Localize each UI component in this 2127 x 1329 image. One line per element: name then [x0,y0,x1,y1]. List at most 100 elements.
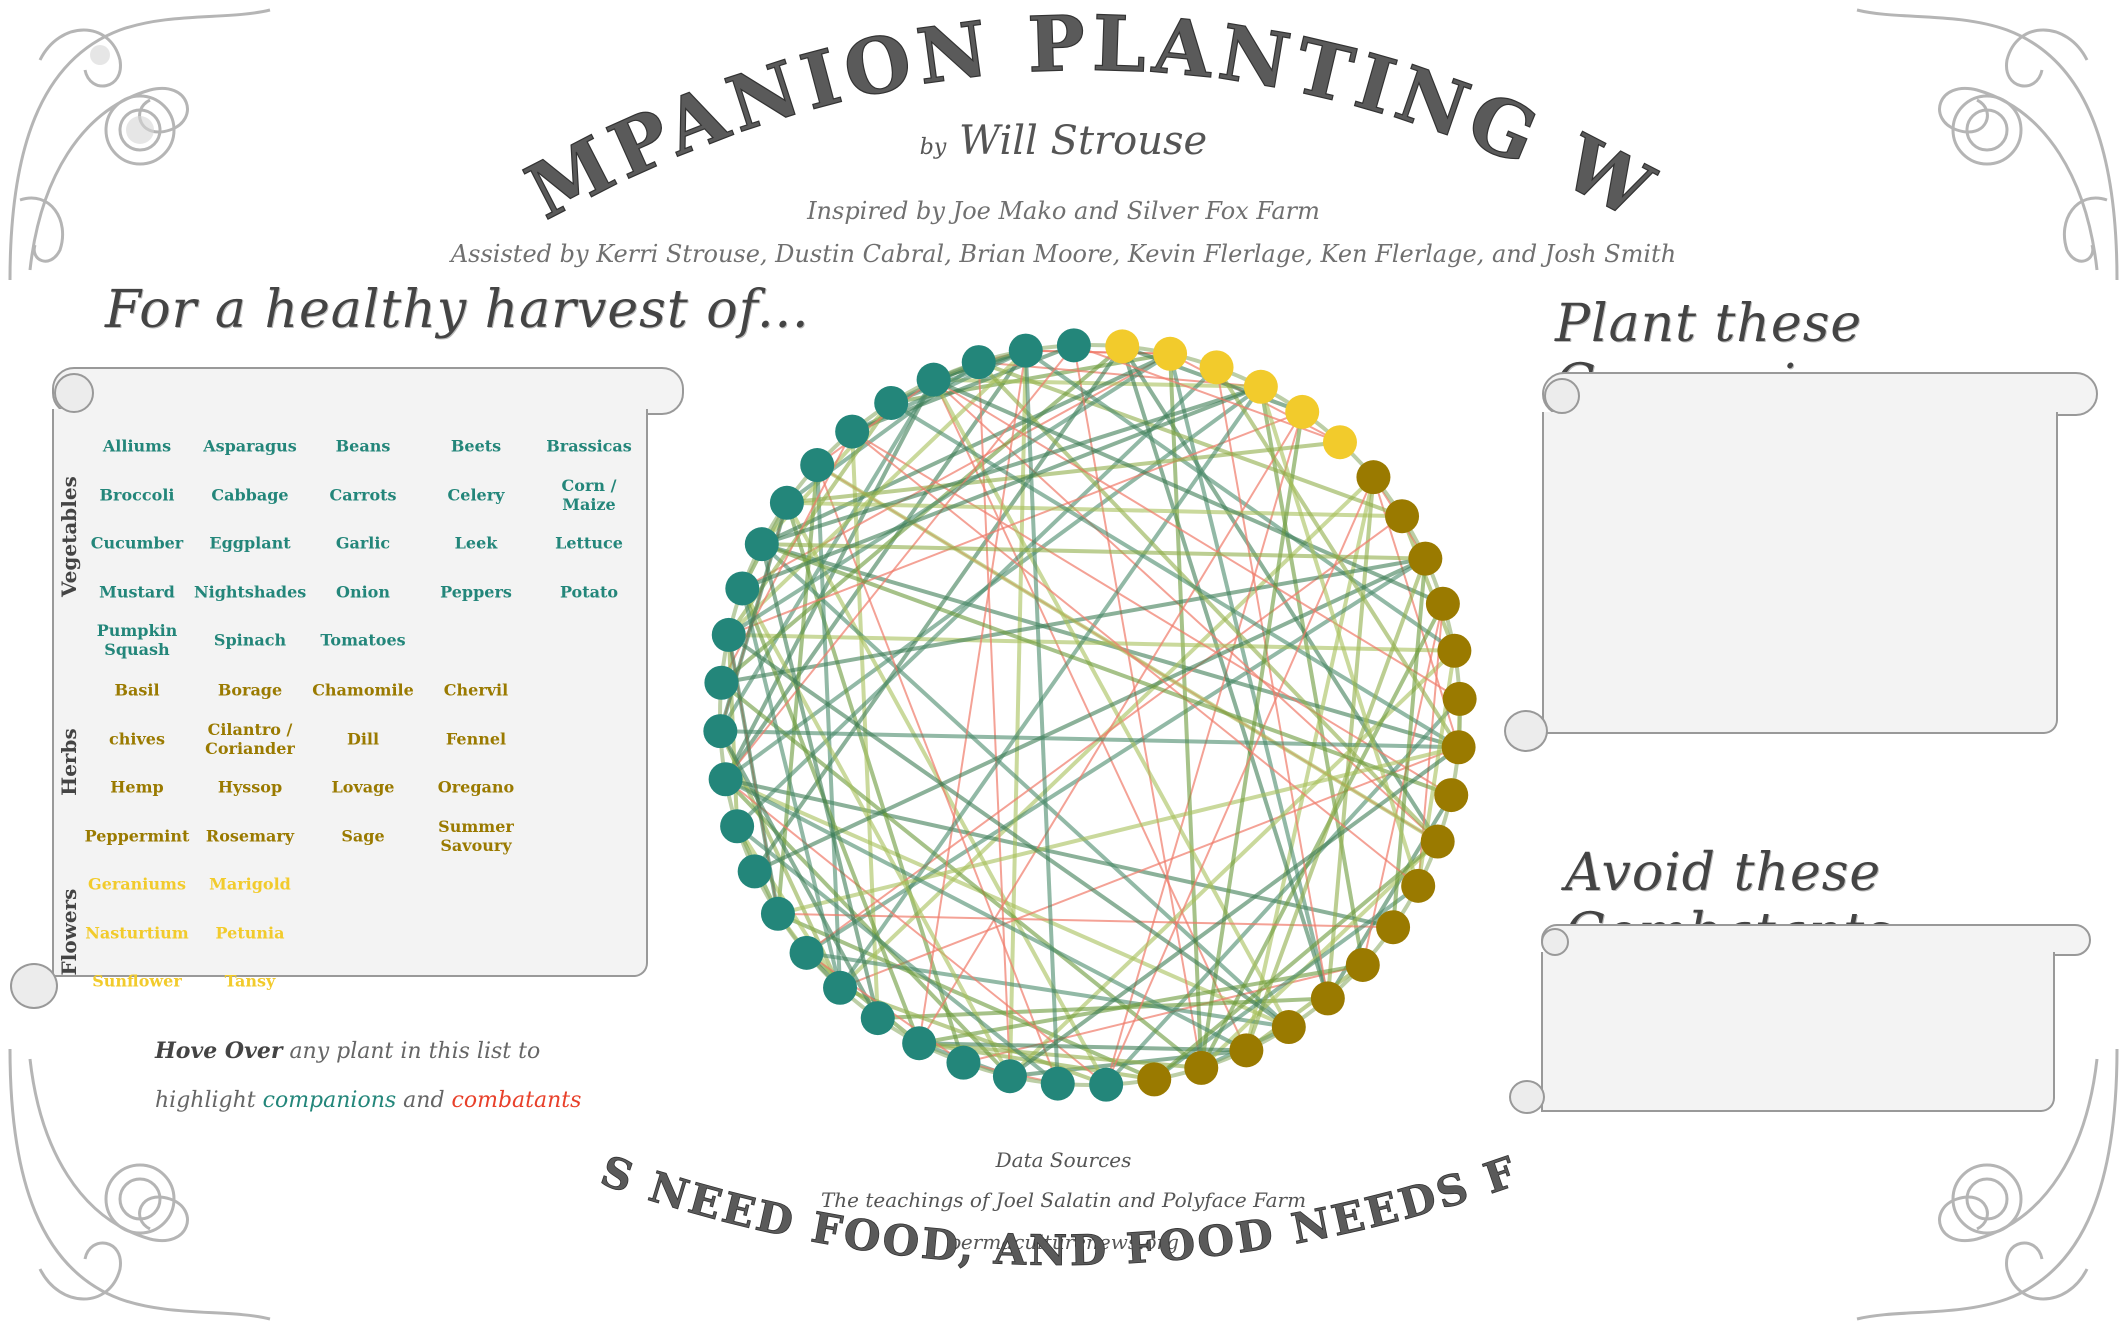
plant-item[interactable]: Oregano [437,777,515,797]
plant-item[interactable]: Hemp [110,777,164,797]
vegetable-node[interactable] [835,414,870,449]
plant-item[interactable]: Tansy [224,971,276,991]
vegetable-node[interactable] [769,485,804,520]
herb-node[interactable] [1184,1050,1219,1085]
plant-item[interactable]: Petunia [215,923,285,942]
flower-node[interactable] [1322,425,1357,460]
vegetable-node[interactable] [860,1001,895,1036]
vegetable-node[interactable] [1056,328,1091,363]
herb-node[interactable] [1310,981,1345,1016]
companion-edge [786,440,1341,505]
plant-item[interactable]: Lettuce [555,533,623,553]
herb-node[interactable] [1401,868,1436,903]
plant-item[interactable]: Beans [335,436,391,456]
vegetable-node[interactable] [823,970,858,1005]
herb-node[interactable] [1229,1033,1264,1068]
combatant-edge [918,411,1304,1044]
herb-node[interactable] [1437,633,1472,668]
herb-node[interactable] [1434,778,1469,813]
herb-node[interactable] [1271,1010,1306,1045]
vegetable-node[interactable] [789,935,824,970]
herb-node[interactable] [1137,1062,1172,1097]
plant-item[interactable]: Cucumber [90,533,184,553]
flower-node[interactable] [1153,336,1188,371]
vegetable-node[interactable] [800,448,835,483]
plant-item[interactable]: Brassicas [546,436,632,456]
flower-node[interactable] [1105,329,1140,364]
companion-edge [761,542,1460,750]
herb-node[interactable] [1385,499,1420,534]
plant-item[interactable]: Hyssop [217,777,283,797]
vegetable-node[interactable] [760,896,795,931]
plant-item[interactable]: chives [109,729,165,748]
vegetable-node[interactable] [902,1026,937,1061]
herb-node[interactable] [1420,824,1455,859]
plant-item[interactable]: Alliums [102,436,172,456]
plant-item[interactable]: Lovage [331,777,395,797]
herb-node[interactable] [1356,460,1391,495]
flower-node[interactable] [1199,350,1234,385]
companion-edge [1258,386,1365,966]
plant-item[interactable]: Fennel [445,729,507,748]
plant-item[interactable]: Dill [346,729,380,748]
plant-item[interactable]: Sunflower [92,971,182,991]
plant-item[interactable]: Mustard [99,582,175,601]
plant-item[interactable]: Broccoli [99,485,175,504]
corner-flourish-bottom-left [8,1048,271,1321]
plant-item[interactable]: Onion [336,582,390,601]
plant-item[interactable]: Rosemary [205,826,295,845]
plant-item[interactable]: Spinach [213,630,287,650]
flower-node[interactable] [1243,369,1278,404]
herb-node[interactable] [1408,541,1443,576]
vegetable-node[interactable] [961,345,996,380]
vegetable-node[interactable] [1089,1067,1124,1102]
plant-item[interactable]: Carrots [329,485,397,504]
vegetable-node[interactable] [946,1045,981,1080]
vegetable-node[interactable] [725,571,760,606]
plant-item[interactable]: Nasturtium [85,923,189,942]
plant-item[interactable]: Garlic [335,533,391,553]
plant-item[interactable]: Marigold [209,874,291,894]
plant-item[interactable]: Cabbage [211,485,289,504]
herb-node[interactable] [1442,681,1477,716]
herb-node[interactable] [1441,730,1476,765]
vegetable-node[interactable] [916,362,951,397]
herb-node[interactable] [1425,586,1460,621]
vegetable-node[interactable] [703,714,738,749]
plant-item[interactable]: Beets [450,436,502,456]
plant-item[interactable]: Nightshades [194,582,307,601]
plant-item[interactable]: Tomatoes [320,630,406,650]
plant-item[interactable]: Summer Savoury [438,816,514,855]
plant-item[interactable]: Chervil [443,680,509,700]
plant-item[interactable]: Eggplant [209,533,291,553]
plant-item[interactable]: Asparagus [203,436,297,456]
companion-edge [727,352,1172,637]
plant-item[interactable]: Pumpkin Squash [96,621,178,659]
plant-item[interactable]: Chamomile [312,680,414,700]
plant-item[interactable]: Peppers [440,582,512,601]
plant-item[interactable]: Borage [217,680,283,700]
plant-item[interactable]: Geraniums [88,874,186,894]
plant-item[interactable]: Corn / Maize [561,475,617,514]
herb-node[interactable] [1345,947,1380,982]
plant-item[interactable]: Sage [341,826,385,845]
plant-item[interactable]: Basil [114,680,160,700]
vegetable-node[interactable] [704,665,739,700]
plant-item[interactable]: Leek [454,533,498,553]
vegetable-node[interactable] [708,762,743,797]
plant-item[interactable]: Peppermint [84,826,190,845]
vegetable-node[interactable] [1008,333,1043,368]
plant-item[interactable]: Celery [447,485,505,504]
plant-item[interactable]: Potato [559,582,619,601]
vegetable-node[interactable] [992,1059,1027,1094]
plant-item[interactable]: Cilantro / Coriander [205,719,295,758]
vegetable-node[interactable] [1040,1066,1075,1101]
vegetable-node[interactable] [711,617,746,652]
vegetable-node[interactable] [744,527,779,562]
flower-node[interactable] [1285,394,1320,429]
companions-panel [1542,412,2058,734]
vegetable-node[interactable] [874,385,909,420]
herb-node[interactable] [1376,910,1411,945]
vegetable-node[interactable] [720,809,755,844]
vegetable-node[interactable] [737,854,772,889]
